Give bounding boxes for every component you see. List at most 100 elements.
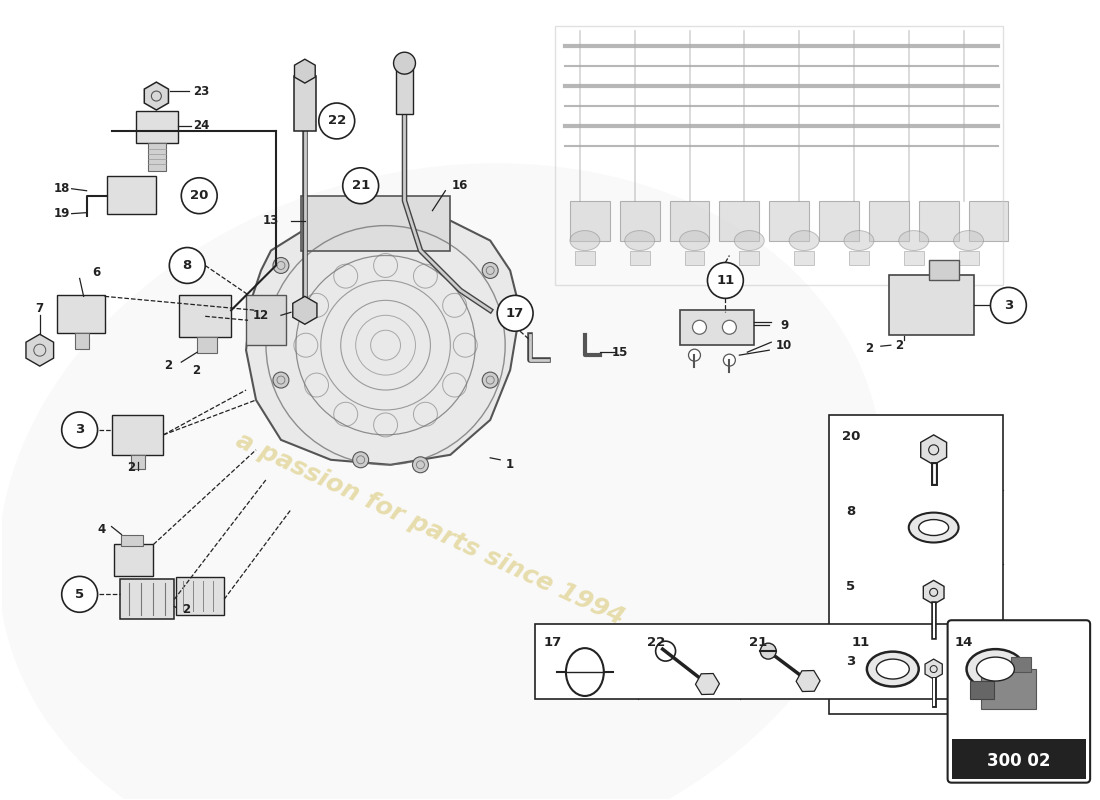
Bar	[111, 415, 163, 455]
Ellipse shape	[977, 657, 1014, 681]
Text: 9: 9	[780, 318, 789, 332]
Circle shape	[482, 262, 498, 278]
Bar	[176, 578, 224, 615]
Bar	[889, 275, 974, 335]
Text: 2: 2	[183, 602, 190, 616]
Bar	[179, 295, 231, 338]
Text: 4: 4	[98, 523, 106, 536]
Circle shape	[343, 168, 378, 204]
Bar	[680, 310, 755, 345]
Text: 2: 2	[192, 364, 200, 377]
Circle shape	[724, 354, 736, 366]
Bar	[820, 201, 859, 241]
Text: 2: 2	[164, 358, 173, 372]
Text: 1: 1	[506, 458, 514, 471]
Ellipse shape	[0, 163, 883, 800]
Bar	[619, 201, 660, 241]
Bar	[246, 295, 286, 345]
Text: 11: 11	[716, 274, 735, 287]
Text: 7: 7	[35, 302, 44, 315]
Text: 300 02: 300 02	[987, 752, 1050, 770]
Bar	[629, 250, 650, 266]
Circle shape	[62, 576, 98, 612]
Ellipse shape	[570, 230, 600, 250]
Text: 23: 23	[194, 85, 209, 98]
Bar	[132, 455, 145, 469]
Bar	[535, 624, 1048, 699]
Ellipse shape	[877, 659, 910, 679]
Bar	[396, 66, 414, 114]
Text: 10: 10	[777, 338, 792, 352]
Text: 6: 6	[92, 266, 101, 279]
Bar	[849, 250, 869, 266]
Text: 5: 5	[75, 588, 85, 601]
Bar	[107, 176, 156, 214]
Bar	[719, 201, 759, 241]
Circle shape	[693, 320, 706, 334]
Text: 3: 3	[75, 423, 85, 436]
Bar	[556, 26, 1003, 286]
Text: 8: 8	[183, 259, 191, 272]
Bar	[981, 669, 1036, 709]
Ellipse shape	[954, 230, 983, 250]
Text: 17: 17	[506, 307, 525, 320]
Bar	[121, 534, 143, 546]
Text: 21: 21	[749, 636, 768, 649]
Bar	[136, 111, 178, 143]
Bar	[952, 739, 1086, 778]
Text: 15: 15	[612, 346, 628, 358]
Text: 18: 18	[54, 182, 70, 195]
Bar	[794, 250, 814, 266]
Ellipse shape	[625, 230, 654, 250]
Bar	[670, 201, 710, 241]
Circle shape	[273, 258, 289, 274]
Bar	[197, 338, 217, 353]
Bar	[869, 201, 909, 241]
Circle shape	[273, 372, 289, 388]
Bar	[120, 579, 174, 619]
Circle shape	[182, 178, 217, 214]
Text: 8: 8	[846, 505, 856, 518]
Bar	[958, 250, 979, 266]
Circle shape	[412, 457, 428, 473]
Text: 2: 2	[865, 342, 873, 354]
FancyBboxPatch shape	[947, 620, 1090, 782]
Bar	[904, 250, 924, 266]
Text: 5: 5	[846, 580, 856, 593]
Bar	[113, 545, 153, 576]
Bar	[294, 76, 316, 131]
Text: 11: 11	[851, 636, 870, 649]
Bar	[829, 415, 1003, 714]
Circle shape	[497, 295, 534, 331]
Bar	[769, 201, 810, 241]
Bar	[57, 295, 104, 334]
Text: 3: 3	[1004, 299, 1013, 312]
Bar	[575, 250, 595, 266]
Text: 19: 19	[54, 207, 70, 220]
Bar	[148, 143, 166, 170]
Circle shape	[353, 452, 369, 468]
Bar	[969, 681, 994, 699]
Bar	[928, 261, 958, 281]
Bar	[684, 250, 704, 266]
Ellipse shape	[967, 649, 1024, 689]
Ellipse shape	[899, 230, 928, 250]
Circle shape	[990, 287, 1026, 323]
Bar	[918, 201, 958, 241]
Circle shape	[707, 262, 744, 298]
Ellipse shape	[680, 230, 710, 250]
Text: 3: 3	[846, 654, 856, 667]
Bar	[570, 201, 609, 241]
Text: 16: 16	[452, 179, 469, 192]
Ellipse shape	[867, 652, 918, 686]
Ellipse shape	[909, 513, 958, 542]
Text: 20: 20	[190, 190, 208, 202]
PathPatch shape	[246, 216, 520, 465]
Bar	[739, 250, 759, 266]
Bar	[301, 196, 450, 250]
Circle shape	[169, 247, 206, 283]
Text: 12: 12	[253, 309, 270, 322]
Bar	[1011, 657, 1032, 672]
Circle shape	[482, 372, 498, 388]
Circle shape	[689, 349, 701, 361]
